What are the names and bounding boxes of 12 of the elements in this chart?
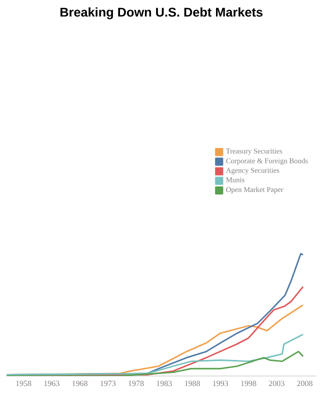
chart-title: Breaking Down U.S. Debt Markets (60, 7, 262, 20)
x-tick-label: 1963 (44, 380, 60, 386)
x-tick-label: 1958 (16, 380, 32, 386)
x-tick-label: 1968 (72, 380, 88, 386)
x-tick-label: 1988 (184, 380, 200, 386)
x-tick-label: 2003 (268, 380, 284, 386)
x-tick-label: 1973 (100, 380, 116, 386)
x-tick-label: 1983 (156, 380, 172, 386)
x-tick-label: 2008 (297, 380, 312, 386)
x-tick-label: 1998 (241, 380, 256, 386)
x-tick-label: 1993 (213, 380, 228, 386)
x-tick-label: 1978 (128, 380, 144, 386)
